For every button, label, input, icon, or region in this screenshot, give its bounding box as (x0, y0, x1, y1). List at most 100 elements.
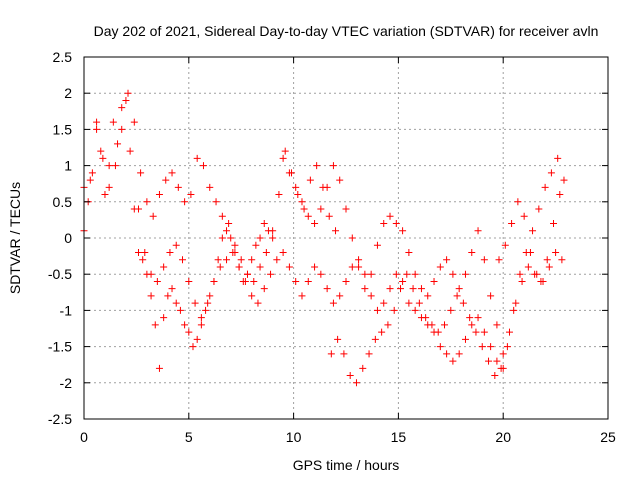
data-point (547, 169, 555, 177)
data-point (306, 176, 314, 184)
data-point (526, 248, 534, 256)
x-tick-label: 25 (600, 429, 616, 445)
data-point (480, 256, 488, 264)
data-point (206, 292, 214, 300)
data-point (250, 277, 258, 285)
data-point (311, 263, 319, 271)
data-point (254, 299, 262, 307)
data-point (415, 299, 423, 307)
data-point (430, 277, 438, 285)
data-point (503, 343, 511, 351)
data-point (340, 350, 348, 358)
data-point (181, 321, 189, 329)
data-point (480, 328, 488, 336)
data-point (373, 306, 381, 314)
y-tick-label: 1 (64, 158, 72, 174)
data-point (155, 364, 163, 372)
data-point (118, 104, 126, 112)
data-point (204, 299, 212, 307)
data-point (260, 220, 268, 228)
data-point (225, 220, 233, 228)
data-point (399, 227, 407, 235)
data-point (111, 162, 119, 170)
data-point (424, 292, 432, 300)
data-point (541, 183, 549, 191)
data-point (533, 270, 541, 278)
data-points (80, 89, 568, 387)
data-point (304, 277, 312, 285)
data-point (323, 183, 331, 191)
data-point (487, 292, 495, 300)
data-point (346, 372, 354, 380)
data-point (105, 162, 113, 170)
data-point (392, 220, 400, 228)
data-point (256, 234, 264, 242)
data-point (355, 263, 363, 271)
data-point (461, 335, 469, 343)
data-point (493, 357, 501, 365)
data-point (197, 321, 205, 329)
data-point (300, 205, 308, 213)
data-point (380, 299, 388, 307)
data-point (529, 227, 537, 235)
data-point (449, 357, 457, 365)
data-point (384, 321, 392, 329)
data-point (292, 277, 300, 285)
data-point (273, 256, 281, 264)
data-point (124, 89, 132, 97)
data-point (520, 212, 528, 220)
data-point (359, 364, 367, 372)
data-point (367, 270, 375, 278)
data-point (168, 169, 176, 177)
data-point (97, 147, 105, 155)
data-point (137, 169, 145, 177)
data-point (535, 205, 543, 213)
data-point (260, 285, 268, 293)
data-point (181, 198, 189, 206)
data-point (378, 328, 386, 336)
data-point (510, 306, 518, 314)
series-s1 (80, 96, 277, 372)
data-point (455, 350, 463, 358)
y-tick-label: -0.5 (48, 266, 72, 282)
data-point (499, 350, 507, 358)
data-point (269, 227, 277, 235)
data-point (518, 277, 526, 285)
data-point (466, 314, 474, 322)
data-point (262, 248, 270, 256)
data-point (160, 314, 168, 322)
data-point (501, 241, 509, 249)
data-point (229, 248, 237, 256)
data-point (342, 205, 350, 213)
data-point (472, 328, 480, 336)
data-point (459, 299, 467, 307)
data-point (443, 256, 451, 264)
data-point (449, 270, 457, 278)
data-point (139, 256, 147, 264)
data-point (461, 270, 469, 278)
data-point (218, 234, 226, 242)
data-point (210, 277, 218, 285)
data-point (428, 321, 436, 329)
data-point (292, 183, 300, 191)
data-point (495, 256, 503, 264)
data-point (122, 96, 130, 104)
series-s6 (495, 198, 566, 285)
data-point (329, 162, 337, 170)
data-point (126, 147, 134, 155)
data-point (323, 285, 331, 293)
data-point (478, 343, 486, 351)
tick-labels: 0 5 10 15 20 25 -2.5 -2 -1.5 -1 -0.5 0 0.5 1 1.5 2 2.5 (48, 49, 616, 445)
data-point (101, 191, 109, 199)
data-point (355, 256, 363, 264)
data-point (390, 306, 398, 314)
data-point (409, 285, 417, 293)
data-point (93, 118, 101, 126)
y-tick-label: -1.5 (48, 339, 72, 355)
data-point (447, 306, 455, 314)
data-point (436, 343, 444, 351)
data-point (317, 270, 325, 278)
y-axis-label: SDTVAR / TECUs (7, 182, 23, 294)
data-point (275, 191, 283, 199)
